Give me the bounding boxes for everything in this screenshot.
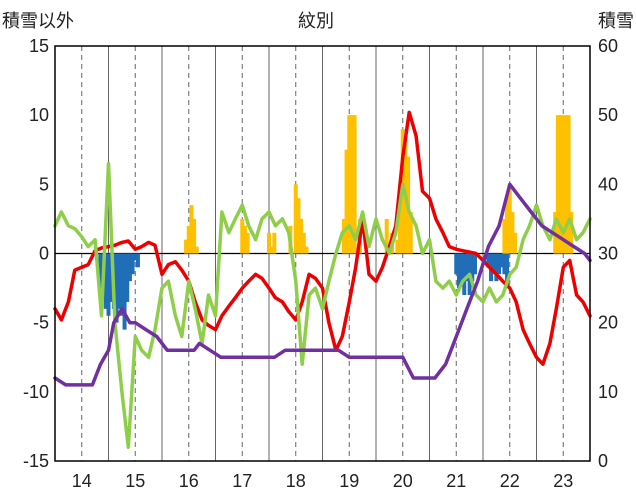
bar: [462, 253, 467, 295]
bar: [470, 253, 475, 282]
x-tick-label: 20: [393, 471, 413, 491]
bar: [494, 253, 499, 282]
x-tick-label: 16: [179, 471, 199, 491]
bar: [192, 218, 197, 254]
x-tick-label: 15: [125, 471, 145, 491]
bar: [299, 218, 304, 254]
bar: [497, 253, 502, 275]
bar: [114, 253, 119, 323]
bar: [269, 246, 274, 254]
bar: [349, 115, 354, 254]
y-right-tick-label: 30: [598, 244, 618, 264]
bar: [98, 253, 103, 289]
bar: [499, 253, 504, 268]
bar: [242, 225, 247, 254]
bar: [125, 253, 130, 302]
bar: [184, 239, 189, 254]
y-left-tick-label: 0: [39, 244, 49, 264]
bar: [408, 212, 413, 254]
bar: [296, 198, 301, 254]
bar: [109, 253, 114, 302]
bar: [464, 253, 469, 282]
y-right-tick-label: 40: [598, 174, 618, 194]
bar: [395, 239, 400, 254]
bar: [127, 253, 132, 282]
lines: [53, 110, 592, 449]
y-right-tick-label: 10: [598, 382, 618, 402]
bar: [106, 253, 111, 316]
x-tick-label: 14: [72, 471, 92, 491]
bar: [103, 253, 108, 309]
bar: [505, 198, 510, 254]
y-right-tick-label: 0: [598, 451, 608, 471]
x-ticks: 14 15 16 17 18 19 20 21 22 23: [72, 471, 574, 491]
bar: [569, 212, 574, 254]
series-line: [53, 110, 592, 366]
bar: [117, 253, 122, 309]
series-line: [53, 182, 592, 387]
bar: [558, 115, 563, 254]
y-left-tick-label: -15: [23, 451, 49, 471]
bar: [240, 218, 245, 254]
bar: [119, 253, 124, 316]
right-axis-title: 積雪: [598, 11, 634, 31]
plot-frame: [54, 45, 591, 462]
x-tick-label: 22: [500, 471, 520, 491]
y-left-tick-label: -5: [33, 313, 49, 333]
bar: [513, 232, 518, 254]
bar: [272, 232, 277, 254]
y-left-tick-label: 15: [29, 36, 49, 56]
center-label: 紋別: [298, 11, 334, 31]
bar: [472, 253, 477, 275]
y-left-ticks: 15 10 5 0 -5 -10 -15: [23, 36, 49, 471]
y-right-tick-label: 20: [598, 313, 618, 333]
bar: [186, 225, 191, 254]
bar: [454, 253, 459, 275]
left-axis-title: 積雪以外: [2, 11, 74, 31]
bar: [505, 253, 510, 289]
bar: [347, 115, 352, 254]
bar: [135, 253, 140, 268]
bar: [130, 253, 135, 275]
y-left-tick-label: -10: [23, 382, 49, 402]
bar: [502, 218, 507, 254]
y-left-tick-label: 10: [29, 105, 49, 125]
bar: [301, 232, 306, 254]
bar: [563, 115, 568, 254]
bar: [486, 253, 491, 268]
bar: [341, 218, 346, 254]
bar: [384, 218, 389, 254]
bar: [122, 253, 127, 330]
y-left-tick-label: 5: [39, 174, 49, 194]
x-tick-label: 21: [446, 471, 466, 491]
x-tick-label: 19: [339, 471, 359, 491]
y-right-ticks: 60 50 40 30 20 10 0: [598, 36, 618, 471]
bar: [398, 198, 403, 254]
bar: [267, 232, 271, 254]
y-right-tick-label: 50: [598, 105, 618, 125]
bar: [194, 246, 199, 254]
bar: [293, 184, 298, 254]
bar: [491, 253, 496, 275]
bar: [510, 212, 515, 254]
bar: [507, 184, 512, 254]
bar: [133, 253, 138, 261]
bar: [566, 115, 571, 254]
series-line: [53, 161, 592, 449]
bar: [245, 232, 250, 254]
bar: [456, 253, 461, 289]
x-tick-label: 23: [553, 471, 573, 491]
bar: [561, 115, 566, 254]
x-tick-label: 18: [286, 471, 306, 491]
bar: [189, 205, 194, 254]
bar: [555, 115, 560, 254]
y-right-tick-label: 60: [598, 36, 618, 56]
bar: [304, 246, 309, 254]
bar: [459, 253, 464, 282]
bar: [344, 149, 349, 254]
bar: [502, 253, 507, 275]
bar: [352, 115, 357, 254]
x-tick-label: 17: [232, 471, 252, 491]
